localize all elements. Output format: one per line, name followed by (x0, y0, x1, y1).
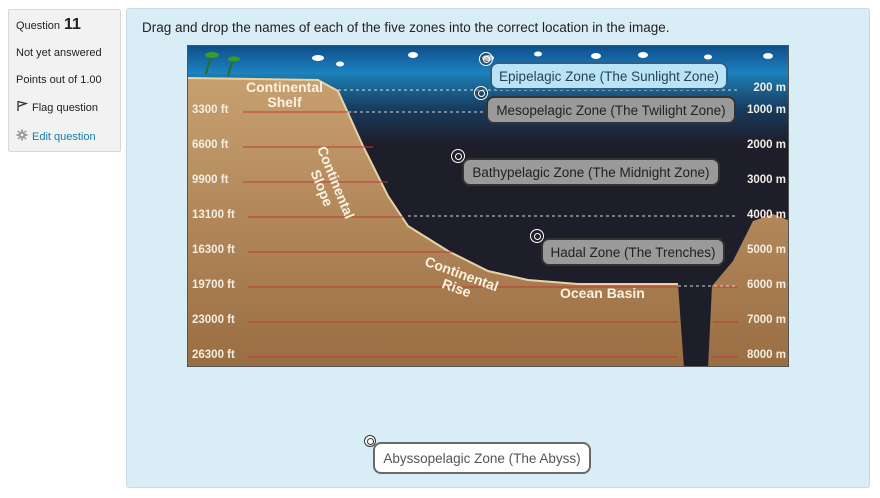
depth-label-m-9: 8000 m (746, 349, 786, 361)
question-content-panel: Drag and drop the names of each of the f… (126, 8, 870, 488)
depth-label-ft-3: 9900 ft (192, 174, 229, 186)
drop-target-marker-1[interactable] (479, 52, 493, 66)
depth-label-ft-8: 26300 ft (192, 349, 235, 361)
flag-question-label: Flag question (32, 102, 99, 114)
depth-label-m-8: 7000 m (746, 314, 786, 326)
question-label: Question (16, 20, 61, 32)
drop-target-marker-3[interactable] (451, 149, 465, 163)
depth-label-ft-5: 16300 ft (192, 244, 235, 256)
depth-label-m-4: 3000 m (746, 174, 786, 186)
question-number: Question 11 (16, 16, 120, 34)
depth-label-ft-2: 6600 ft (192, 139, 229, 151)
continental-shelf-label: Continental Shelf (246, 79, 323, 110)
drag-item-abyssopelagic[interactable]: Abyssopelagic Zone (The Abyss) (373, 442, 591, 474)
depth-label-m-1: 200 m (753, 82, 786, 94)
drag-handle-marker[interactable] (364, 435, 376, 447)
drop-target-marker-4[interactable] (530, 229, 544, 243)
depth-label-m-6: 5000 m (746, 244, 786, 256)
edit-question-link[interactable]: Edit question (16, 129, 120, 145)
dropzone-epipelagic[interactable]: Epipelagic Zone (The Sunlight Zone) (490, 62, 728, 90)
gear-icon (16, 129, 28, 145)
ocean-zones-image: 3300 ft 6600 ft 9900 ft 13100 ft 16300 f… (187, 45, 789, 367)
dropzone-mesopelagic[interactable]: Mesopelagic Zone (The Twilight Zone) (486, 96, 736, 124)
depth-label-m-3: 2000 m (746, 139, 786, 151)
depth-label-ft-6: 19700 ft (192, 279, 235, 291)
flag-question-link[interactable]: Flag question (16, 100, 120, 116)
edit-question-label: Edit question (32, 131, 96, 143)
depth-label-ft-4: 13100 ft (192, 209, 235, 221)
drop-target-marker-2[interactable] (474, 86, 488, 100)
answer-status: Not yet answered (16, 47, 102, 59)
points-label: Points out of 1.00 (16, 74, 102, 86)
ocean-basin-label: Ocean Basin (560, 285, 645, 301)
depth-label-ft-7: 23000 ft (192, 314, 235, 326)
question-info-panel: Question 11 Not yet answered Points out … (8, 9, 121, 152)
question-number-value: 11 (64, 16, 81, 33)
depth-label-m-5: 4000 m (746, 209, 786, 221)
dropzone-bathypelagic[interactable]: Bathypelagic Zone (The Midnight Zone) (462, 158, 720, 186)
depth-label-m-2: 1000 m (746, 104, 786, 116)
depth-label-m-7: 6000 m (746, 279, 786, 291)
flag-icon (16, 100, 29, 116)
depth-label-ft-1: 3300 ft (192, 104, 229, 116)
dropzone-hadal[interactable]: Hadal Zone (The Trenches) (541, 238, 725, 266)
question-prompt: Drag and drop the names of each of the f… (142, 20, 670, 35)
